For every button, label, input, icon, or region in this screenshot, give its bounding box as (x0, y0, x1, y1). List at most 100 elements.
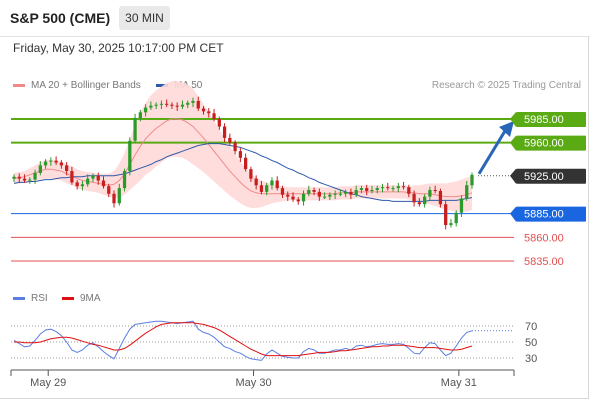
candle-body (417, 202, 421, 205)
candle (149, 101, 153, 110)
legend-ma20: MA 20 + Bollinger Bands (13, 80, 141, 91)
level-label-bg-5960.00 (516, 135, 586, 151)
candle-body (217, 118, 221, 127)
candle-body (117, 188, 121, 204)
candle-body (259, 185, 264, 192)
level-label-bg-5925.00 (516, 168, 586, 184)
level-label-bg-5985.00 (516, 111, 586, 127)
candle (259, 181, 264, 195)
ma20-swatch (13, 83, 25, 87)
candle-body (54, 160, 58, 163)
candle-body (212, 113, 216, 119)
datetime-label: Friday, May 30, 2025 10:17:00 PM CET (13, 41, 224, 55)
candle-body (365, 188, 369, 191)
level-label-5860.00: 5860.00 (524, 232, 564, 244)
candle (22, 174, 27, 183)
candle-body (149, 105, 153, 108)
level-label-5885.00: 5885.00 (524, 209, 564, 221)
candle (228, 133, 232, 145)
rsi-tick-70: 70 (525, 321, 537, 333)
candle-body (65, 165, 69, 172)
moving-average-layer (13, 118, 473, 202)
candle-body (328, 194, 332, 197)
candle (222, 123, 227, 143)
candle-body (128, 140, 132, 172)
candle (354, 185, 358, 198)
level-label-5925.00: 5925.00 (524, 171, 564, 183)
rsi-9ma-line (14, 322, 473, 357)
candle (422, 194, 427, 208)
candle-body (391, 188, 395, 190)
candle (175, 102, 179, 111)
level-label-5985.00: 5985.00 (524, 114, 564, 126)
candle (317, 188, 321, 201)
timeframe-button[interactable]: 30 MIN (119, 6, 170, 30)
candle-body (222, 126, 227, 138)
candle (249, 166, 253, 182)
candle-body (191, 100, 195, 103)
candle-body (91, 175, 95, 179)
9ma-label: 9MA (80, 293, 101, 304)
candle-body (380, 187, 385, 189)
level-labels-layer: 5985.00 5960.00 5925.00 5885.00 5860.00 5835.… (510, 111, 586, 268)
level-label-5835.00: 5835.00 (524, 256, 564, 268)
candle-body (43, 161, 48, 166)
time-axis: May 29 May 30 May 31 (10, 369, 515, 389)
candle (386, 182, 390, 191)
candle (322, 192, 327, 199)
candle-body (449, 223, 453, 226)
candle (365, 184, 369, 196)
candle (465, 181, 469, 201)
candle (401, 181, 406, 190)
candle-body (38, 165, 42, 173)
candle (459, 195, 464, 217)
candle-body (338, 193, 343, 195)
rsi-swatch (13, 296, 25, 300)
candle (107, 183, 111, 198)
level-label-5960.00: 5960.00 (524, 138, 564, 150)
candle (154, 102, 158, 109)
candle (280, 185, 285, 199)
candle (396, 182, 400, 193)
candle-body (154, 104, 158, 106)
candle-body (270, 180, 274, 186)
candle-body (370, 190, 374, 191)
candle-body (354, 190, 358, 195)
legend-9ma: 9MA (62, 293, 101, 304)
candle-body (465, 185, 469, 199)
candle-body (433, 190, 437, 191)
candle (54, 156, 58, 165)
candle-body (22, 178, 27, 181)
rsi-panel: 30 50 70 (11, 320, 537, 365)
candle (449, 218, 453, 228)
candle (196, 96, 200, 111)
candle (28, 177, 32, 184)
ma50-line (13, 143, 473, 202)
candle (143, 104, 148, 117)
candle (370, 185, 374, 194)
candle (207, 108, 211, 118)
candle-body (49, 160, 53, 162)
candle (159, 100, 164, 109)
candle (12, 174, 16, 182)
candle-body (307, 190, 311, 194)
9ma-swatch (62, 296, 74, 300)
candle (454, 210, 458, 227)
candle (359, 185, 364, 194)
level-label-tip-5885.00 (510, 206, 516, 222)
candle-body (207, 111, 211, 114)
candle-body (470, 174, 474, 186)
copyright-text: Research © 2025 Trading Central (431, 80, 581, 91)
candle-body (201, 108, 206, 112)
candle-body (349, 191, 353, 195)
candle (428, 186, 432, 201)
ma50-swatch (156, 83, 168, 87)
level-label-tip-5960.00 (510, 135, 516, 151)
candle (433, 185, 437, 194)
candle-body (396, 186, 400, 189)
candle-body (375, 188, 379, 190)
candle (122, 168, 127, 192)
candle (70, 166, 74, 185)
